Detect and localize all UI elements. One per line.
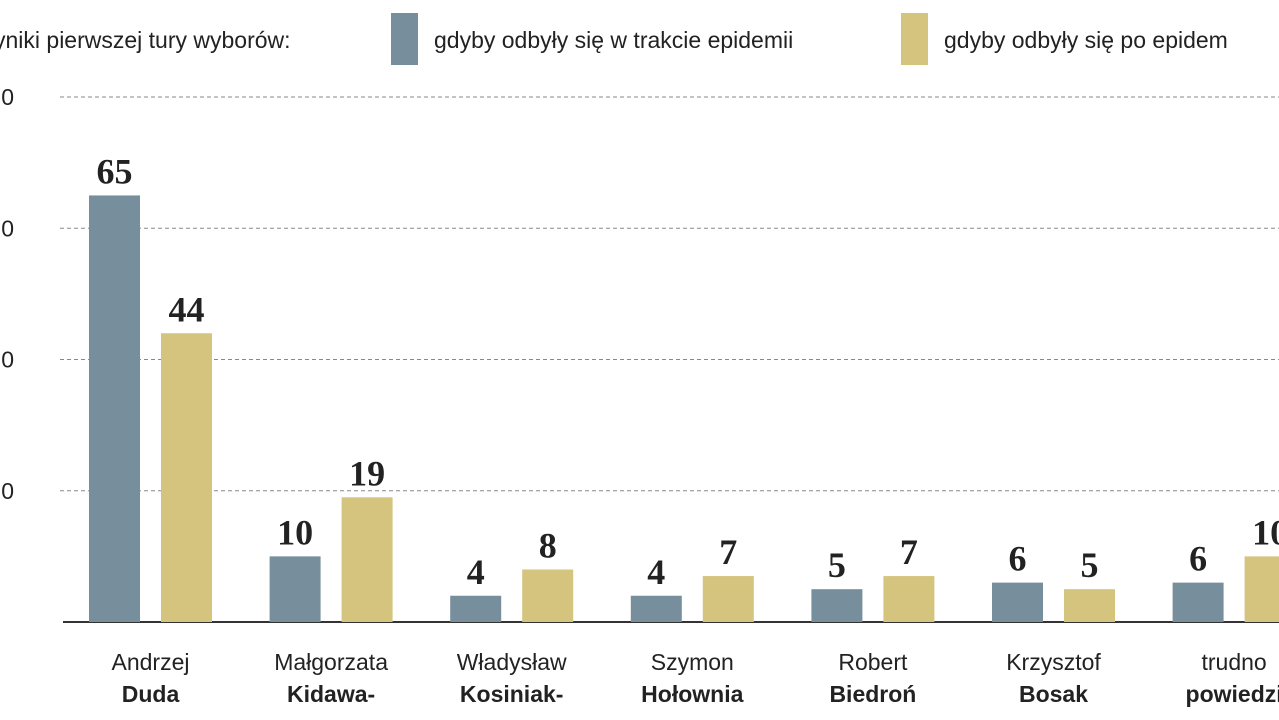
legend-label-during: gdyby odbyły się w trakcie epidemii: [434, 27, 794, 53]
bar-value-label: 4: [647, 552, 665, 592]
category-first-name: Andrzej: [111, 649, 190, 675]
bar-value-label: 44: [169, 289, 205, 329]
bar-value-label: 5: [828, 545, 846, 585]
y-tick-label: 0: [1, 347, 14, 373]
bar-value-label: 4: [467, 552, 485, 592]
bar: [269, 556, 321, 622]
bar: [522, 569, 574, 622]
legend-lead-text: yniki pierwszej tury wyborów:: [0, 27, 291, 53]
bar: [992, 582, 1043, 622]
y-tick-label: 0: [1, 478, 14, 504]
bar: [1172, 582, 1224, 622]
bar-value-label: 6: [1009, 539, 1027, 579]
bar-value-label: 65: [97, 151, 133, 191]
category-last-name: Kidawa-: [287, 681, 376, 707]
bar-value-label: 5: [1081, 545, 1099, 585]
category-label: Robert Biedroń: [783, 646, 963, 710]
legend-swatch-after: [901, 13, 928, 65]
bar: [89, 195, 140, 622]
legend: yniki pierwszej tury wyborów: gdyby odby…: [0, 0, 1279, 80]
bar: [1064, 589, 1115, 622]
y-tick-label: 0: [1, 215, 14, 241]
category-label: Andrzej Duda: [61, 646, 241, 710]
category-first-name: Małgorzata: [274, 649, 388, 675]
category-last-name: Kosiniak-: [459, 681, 564, 707]
bar: [341, 497, 393, 622]
category-last-name: Bosak: [1018, 681, 1089, 707]
y-tick-label: 0: [1, 84, 14, 110]
category-first-name: Robert: [838, 649, 908, 675]
category-label: Krzysztof Bosak: [964, 646, 1144, 710]
bar: [450, 595, 502, 622]
bar-value-label: 10: [277, 512, 313, 552]
category-last-name: powiedzi: [1185, 681, 1279, 707]
category-first-name: Krzysztof: [1006, 649, 1101, 675]
bar-value-label: 10: [1252, 512, 1279, 552]
category-label: Władysław Kosiniak-: [422, 646, 602, 710]
category-first-name: trudno: [1201, 649, 1267, 675]
bar-value-label: 19: [349, 453, 385, 493]
bar-value-label: 7: [719, 532, 737, 572]
category-last-name: Duda: [121, 681, 180, 707]
category-last-name: Biedroń: [829, 681, 917, 707]
bar: [1244, 556, 1279, 622]
bar: [702, 576, 754, 622]
category-last-name: Hołownia: [641, 681, 744, 707]
category-first-name: Władysław: [456, 649, 567, 675]
legend-label-after: gdyby odbyły się po epidem: [944, 27, 1228, 53]
category-label: Małgorzata Kidawa-: [241, 646, 421, 710]
category-first-name: Szymon: [650, 649, 734, 675]
legend-swatch-during: [391, 13, 418, 65]
category-label: trudno powiedzi: [1144, 646, 1279, 710]
bar-value-label: 6: [1189, 539, 1207, 579]
bar-value-label: 7: [900, 532, 918, 572]
bar: [883, 576, 935, 622]
bar: [630, 595, 682, 622]
category-label: Szymon Hołownia: [602, 646, 782, 710]
bar: [161, 333, 212, 622]
bar: [811, 589, 863, 622]
bar-value-label: 8: [539, 526, 557, 566]
